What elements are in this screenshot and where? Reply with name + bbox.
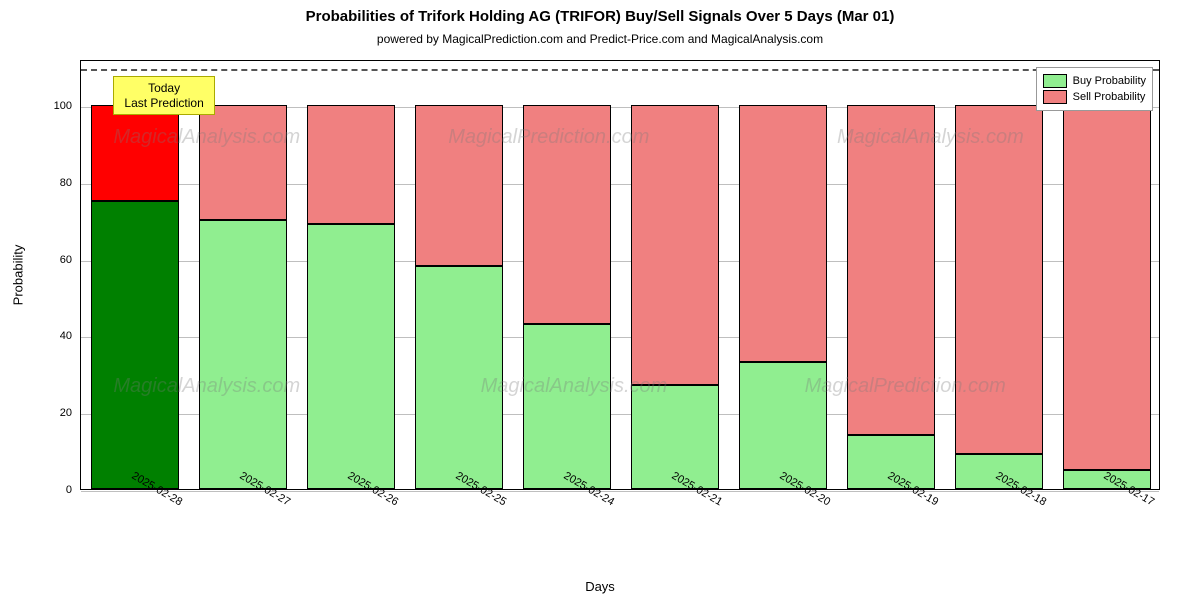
y-tick-label: 100 xyxy=(32,100,72,112)
sell-bar-segment xyxy=(91,105,180,201)
bar-group xyxy=(955,105,1044,489)
buy-bar-segment xyxy=(523,324,612,489)
chart-container: Probabilities of Trifork Holding AG (TRI… xyxy=(0,0,1200,600)
sell-bar-segment xyxy=(631,105,720,385)
bar-group xyxy=(739,105,828,489)
plot-area: TodayLast Prediction Buy Probability Sell … xyxy=(80,60,1160,490)
sell-bar-segment xyxy=(199,105,288,220)
bar-group xyxy=(415,105,504,489)
sell-legend-swatch xyxy=(1043,90,1067,104)
sell-bar-segment xyxy=(955,105,1044,454)
y-axis-label: Probability xyxy=(11,245,26,306)
y-tick-label: 0 xyxy=(32,484,72,496)
legend-row: Buy Probability xyxy=(1043,74,1146,88)
today-annotation: TodayLast Prediction xyxy=(113,76,214,115)
y-tick-label: 40 xyxy=(32,330,72,342)
buy-bar-segment xyxy=(199,220,288,489)
buy-bar-segment xyxy=(91,201,180,489)
buy-bar-segment xyxy=(415,266,504,489)
legend-label: Sell Probability xyxy=(1073,91,1146,103)
y-tick-label: 80 xyxy=(32,177,72,189)
sell-bar-segment xyxy=(739,105,828,362)
annotation-line1: Today xyxy=(124,81,203,95)
bar-group xyxy=(1063,105,1152,489)
chart-title: Probabilities of Trifork Holding AG (TRI… xyxy=(0,8,1200,25)
bar-group xyxy=(523,105,612,489)
bar-group xyxy=(199,105,288,489)
buy-legend-swatch xyxy=(1043,74,1067,88)
legend-label: Buy Probability xyxy=(1073,75,1146,87)
legend: Buy Probability Sell Probability xyxy=(1036,67,1153,111)
bar-group xyxy=(307,105,396,489)
sell-bar-segment xyxy=(847,105,936,435)
sell-bar-segment xyxy=(415,105,504,266)
buy-bar-segment xyxy=(307,224,396,489)
chart-subtitle: powered by MagicalPrediction.com and Pre… xyxy=(0,32,1200,46)
y-tick-label: 60 xyxy=(32,254,72,266)
bar-group xyxy=(847,105,936,489)
y-tick-label: 20 xyxy=(32,407,72,419)
sell-bar-segment xyxy=(1063,105,1152,470)
legend-row: Sell Probability xyxy=(1043,90,1146,104)
bar-group xyxy=(631,105,720,489)
sell-bar-segment xyxy=(307,105,396,224)
annotation-line2: Last Prediction xyxy=(124,96,203,110)
reference-line xyxy=(81,69,1159,71)
x-axis-label: Days xyxy=(0,579,1200,594)
grid-line xyxy=(81,491,1159,492)
sell-bar-segment xyxy=(523,105,612,324)
bar-group xyxy=(91,105,180,489)
